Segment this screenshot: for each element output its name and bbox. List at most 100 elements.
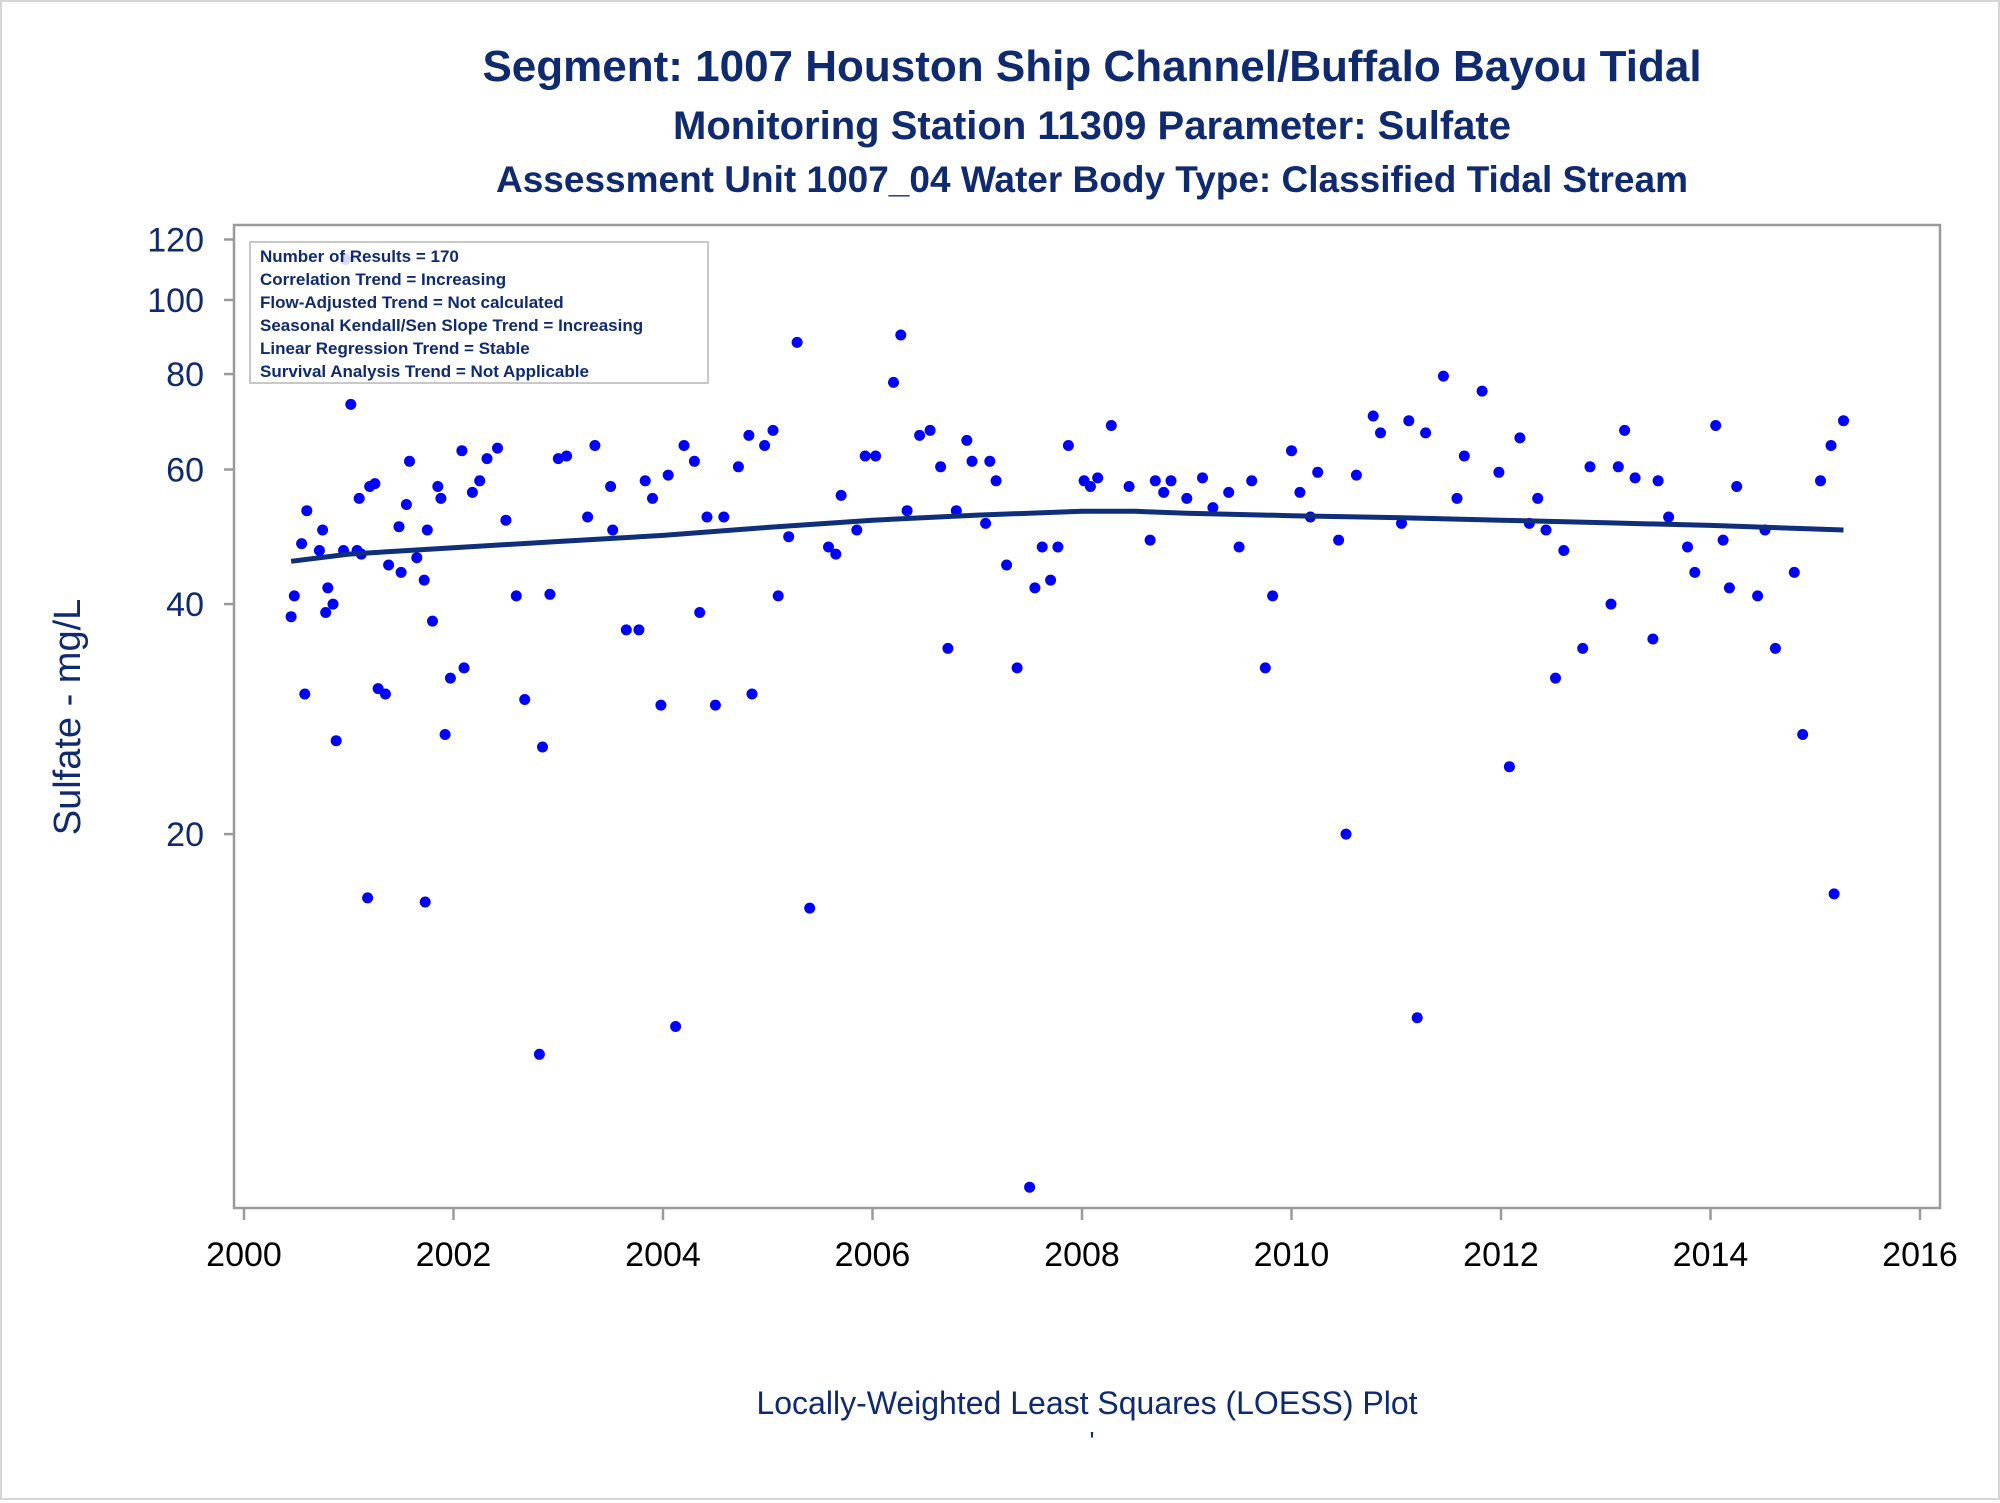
data-point-18 bbox=[362, 892, 374, 904]
data-point-45 bbox=[519, 694, 531, 705]
data-point-1 bbox=[285, 611, 297, 623]
data-point-24 bbox=[393, 521, 405, 533]
data-point-131 bbox=[1403, 415, 1415, 427]
data-point-63 bbox=[688, 455, 700, 467]
data-point-51 bbox=[582, 511, 594, 523]
data-point-165 bbox=[1797, 729, 1809, 740]
x-tick-label-2010: 2010 bbox=[1254, 1236, 1330, 1274]
data-point-127 bbox=[1350, 469, 1362, 481]
legend-line-seasonal-kendall: Seasonal Kendall/Sen Slope Trend = Incre… bbox=[260, 316, 643, 335]
x-tick-label-2000: 2000 bbox=[206, 1236, 282, 1274]
data-point-33 bbox=[432, 481, 444, 492]
data-marks bbox=[285, 253, 1849, 1193]
y-tick-label-40: 40 bbox=[166, 586, 204, 624]
data-point-106 bbox=[1092, 472, 1104, 484]
data-point-86 bbox=[914, 429, 926, 441]
data-point-113 bbox=[1181, 492, 1193, 504]
y-tick-label-100: 100 bbox=[147, 282, 204, 320]
data-point-29 bbox=[418, 574, 430, 586]
data-point-145 bbox=[1558, 545, 1570, 556]
data-point-71 bbox=[759, 440, 771, 451]
data-point-36 bbox=[444, 672, 456, 684]
data-point-148 bbox=[1605, 598, 1617, 610]
data-point-107 bbox=[1105, 420, 1117, 431]
data-point-124 bbox=[1312, 466, 1324, 478]
data-point-85 bbox=[901, 505, 913, 517]
data-point-90 bbox=[950, 505, 962, 517]
data-point-59 bbox=[655, 699, 667, 711]
data-point-68 bbox=[732, 461, 744, 473]
y-tick-label-20: 20 bbox=[166, 816, 204, 854]
data-point-41 bbox=[481, 453, 493, 465]
data-point-58 bbox=[647, 492, 658, 504]
data-point-43 bbox=[500, 514, 512, 526]
data-point-128 bbox=[1367, 410, 1379, 422]
loess-trend-line bbox=[290, 508, 1844, 564]
data-point-108 bbox=[1123, 481, 1135, 492]
data-point-102 bbox=[1052, 541, 1064, 553]
data-point-109 bbox=[1144, 534, 1156, 546]
data-point-100 bbox=[1036, 541, 1048, 553]
data-point-25 bbox=[395, 566, 407, 578]
chart-subtitle: Monitoring Station 11309 Parameter: Sulf… bbox=[673, 104, 1511, 148]
data-point-142 bbox=[1532, 492, 1544, 504]
data-point-117 bbox=[1233, 541, 1245, 553]
data-point-157 bbox=[1710, 420, 1722, 431]
data-point-152 bbox=[1647, 633, 1659, 645]
data-point-32 bbox=[427, 615, 438, 627]
data-point-65 bbox=[701, 511, 713, 523]
data-point-111 bbox=[1158, 486, 1170, 498]
data-point-121 bbox=[1286, 445, 1297, 457]
data-point-6 bbox=[313, 545, 325, 556]
data-point-40 bbox=[474, 475, 486, 487]
data-point-134 bbox=[1437, 370, 1449, 382]
data-point-146 bbox=[1577, 642, 1589, 654]
data-point-147 bbox=[1584, 461, 1596, 473]
data-point-46 bbox=[533, 1048, 545, 1060]
legend-line-flow-adjusted: Flow-Adjusted Trend = Not calculated bbox=[260, 293, 564, 312]
data-point-82 bbox=[870, 450, 882, 462]
data-point-139 bbox=[1503, 761, 1515, 773]
data-point-76 bbox=[804, 902, 816, 914]
data-point-119 bbox=[1259, 662, 1271, 674]
data-point-73 bbox=[772, 590, 784, 602]
data-point-151 bbox=[1629, 472, 1641, 484]
data-point-159 bbox=[1723, 582, 1735, 594]
data-point-62 bbox=[678, 440, 690, 451]
data-point-149 bbox=[1612, 461, 1624, 473]
data-point-53 bbox=[605, 481, 617, 492]
data-point-79 bbox=[835, 489, 847, 501]
data-point-60 bbox=[662, 469, 674, 481]
data-point-143 bbox=[1540, 524, 1552, 536]
data-point-11 bbox=[330, 735, 342, 747]
data-point-168 bbox=[1828, 888, 1840, 900]
data-point-55 bbox=[620, 624, 632, 636]
data-point-28 bbox=[411, 552, 423, 564]
legend-box bbox=[249, 241, 709, 384]
data-point-167 bbox=[1825, 440, 1837, 451]
data-point-57 bbox=[639, 475, 651, 487]
data-point-88 bbox=[935, 461, 947, 473]
data-point-64 bbox=[694, 607, 706, 618]
x-tick-label-2006: 2006 bbox=[835, 1236, 911, 1274]
data-point-166 bbox=[1815, 475, 1826, 487]
y-tick-label-60: 60 bbox=[166, 452, 204, 490]
data-point-92 bbox=[966, 455, 978, 467]
data-point-125 bbox=[1333, 534, 1345, 546]
data-point-42 bbox=[492, 442, 503, 454]
data-point-160 bbox=[1731, 481, 1743, 492]
data-point-9 bbox=[322, 582, 334, 594]
data-point-3 bbox=[296, 538, 308, 550]
data-point-155 bbox=[1682, 541, 1693, 553]
legend-line-survival: Survival Analysis Trend = Not Applicable bbox=[260, 362, 589, 381]
data-point-27 bbox=[404, 455, 415, 467]
data-point-2 bbox=[288, 590, 300, 602]
data-point-52 bbox=[589, 440, 601, 451]
data-point-49 bbox=[552, 453, 564, 465]
data-point-37 bbox=[456, 445, 468, 457]
data-point-30 bbox=[419, 896, 431, 908]
data-point-126 bbox=[1340, 828, 1352, 840]
data-point-87 bbox=[924, 424, 936, 436]
chart-title: Segment: 1007 Houston Ship Channel/Buffa… bbox=[482, 42, 1701, 91]
